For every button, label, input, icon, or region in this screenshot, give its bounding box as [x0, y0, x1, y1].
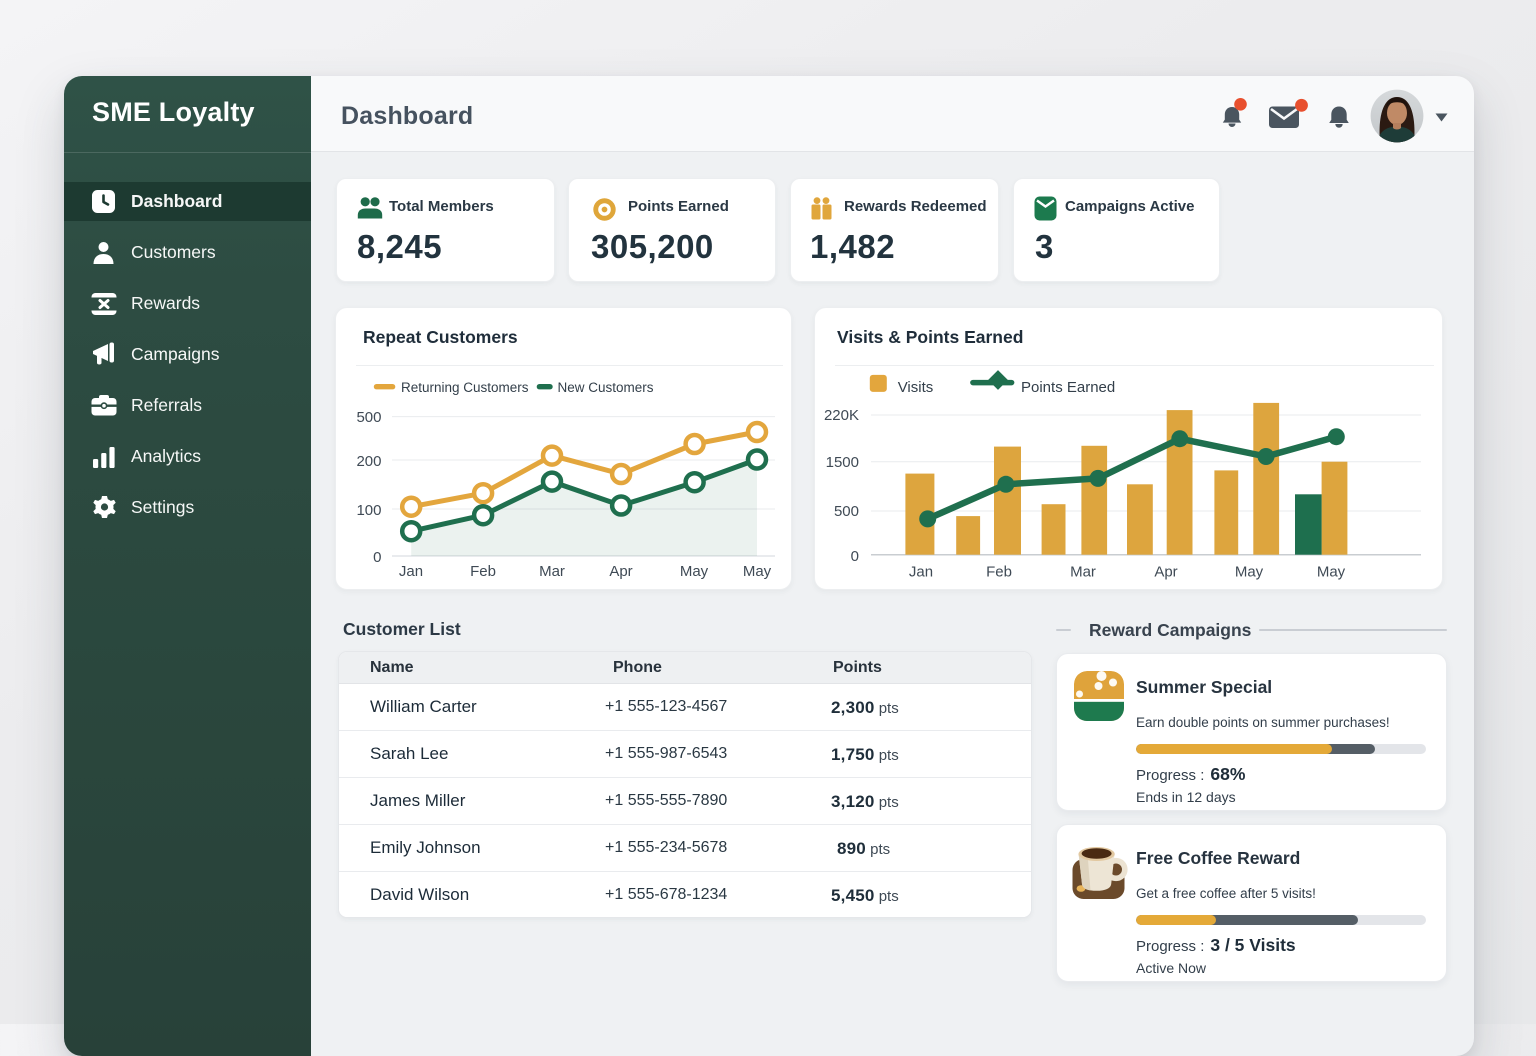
svg-text:New Customers: New Customers — [558, 380, 654, 395]
svg-text:220K: 220K — [824, 407, 859, 424]
svg-text:100: 100 — [356, 502, 381, 519]
svg-text:May: May — [1317, 564, 1346, 581]
svg-text:0: 0 — [851, 548, 859, 565]
svg-text:Apr: Apr — [1154, 564, 1177, 581]
svg-text:Points Earned: Points Earned — [1021, 379, 1115, 396]
svg-text:1500: 1500 — [826, 454, 859, 471]
svg-text:Jan: Jan — [399, 563, 423, 580]
svg-text:Apr: Apr — [609, 563, 632, 580]
svg-text:Mar: Mar — [1070, 564, 1096, 581]
svg-text:Visits: Visits — [898, 379, 934, 396]
svg-text:May: May — [743, 563, 772, 580]
svg-text:Mar: Mar — [539, 563, 565, 580]
svg-text:500: 500 — [356, 409, 381, 426]
svg-text:Returning Customers: Returning Customers — [401, 380, 529, 395]
svg-text:500: 500 — [834, 503, 859, 520]
svg-text:Feb: Feb — [986, 564, 1012, 581]
svg-text:200: 200 — [356, 453, 381, 470]
svg-text:0: 0 — [373, 549, 381, 566]
svg-text:May: May — [680, 563, 709, 580]
svg-text:Jan: Jan — [909, 564, 933, 581]
svg-text:May: May — [1235, 564, 1264, 581]
svg-text:Feb: Feb — [470, 563, 496, 580]
